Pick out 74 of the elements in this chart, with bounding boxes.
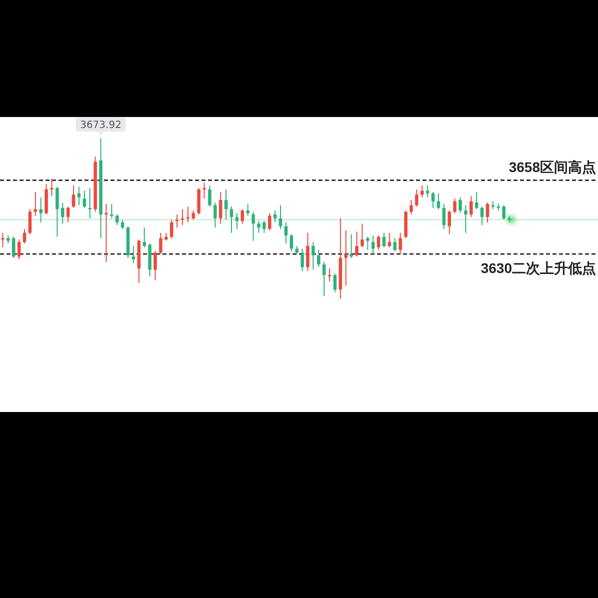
candlestick xyxy=(186,206,190,223)
candlestick xyxy=(202,182,206,200)
candlestick xyxy=(470,195,473,218)
candlestick xyxy=(458,196,462,214)
candlestick xyxy=(208,184,212,208)
candlestick xyxy=(306,232,310,272)
candlestick xyxy=(464,204,468,234)
candlestick xyxy=(420,184,424,198)
candlestick xyxy=(376,235,380,250)
candlestick xyxy=(355,231,358,258)
candlestick xyxy=(317,250,320,268)
candlestick xyxy=(175,214,179,228)
candlestick xyxy=(371,235,375,254)
annotation: 3673.92 xyxy=(80,120,122,131)
candlestick xyxy=(230,206,234,234)
candlestick xyxy=(415,188,418,208)
candlestick xyxy=(159,232,162,254)
candlestick xyxy=(278,204,282,230)
candlestick xyxy=(218,192,222,224)
candlestick xyxy=(56,186,59,238)
candlestick xyxy=(142,227,146,248)
candlestick xyxy=(246,203,250,216)
candlestick xyxy=(154,250,157,281)
candlestick xyxy=(322,261,326,297)
candlestick xyxy=(431,192,435,208)
candlestick xyxy=(366,236,370,250)
candlestick xyxy=(502,204,506,220)
candlestick xyxy=(50,178,54,196)
candlestick xyxy=(486,202,490,223)
candlestick xyxy=(300,248,304,272)
candlestick xyxy=(448,210,451,235)
candlestick xyxy=(268,212,272,231)
candlestick xyxy=(240,208,244,224)
candlestick xyxy=(61,202,64,224)
candlestick xyxy=(360,223,364,248)
ref-line-label: 3658区间高点 xyxy=(508,159,596,176)
candlestick xyxy=(344,230,348,286)
candlestick xyxy=(28,208,32,235)
candlestick xyxy=(252,211,255,242)
candlestick xyxy=(290,234,294,252)
candlestick xyxy=(453,198,456,214)
ref-line-label: 3630二次上升低点 xyxy=(480,260,596,276)
candlestick xyxy=(410,199,413,215)
candlestick xyxy=(426,184,430,198)
candlestick xyxy=(72,184,76,208)
candlestick xyxy=(214,202,217,228)
candlestick xyxy=(115,214,119,226)
candlestick xyxy=(235,212,239,230)
candlestick xyxy=(442,203,446,230)
candlestick xyxy=(398,232,402,254)
candlestick xyxy=(262,220,266,234)
candlestick xyxy=(44,184,48,215)
candlestick xyxy=(104,203,108,262)
candlestick xyxy=(12,236,16,258)
candlestick xyxy=(273,210,277,223)
candlestick xyxy=(77,186,81,206)
candlestick xyxy=(388,232,392,248)
candlestick xyxy=(333,273,337,293)
candlestick xyxy=(110,203,114,219)
candlestick xyxy=(1,232,4,248)
candlestick xyxy=(350,234,353,258)
candlestick xyxy=(257,220,260,234)
candlestick xyxy=(312,242,315,270)
candlestick xyxy=(34,192,38,216)
candlestick xyxy=(436,192,440,210)
candlestick xyxy=(474,192,478,210)
candlestick xyxy=(82,190,86,208)
candlestick xyxy=(393,238,397,252)
candlestick xyxy=(328,268,332,282)
candlestick xyxy=(197,188,200,215)
candlestick xyxy=(170,219,174,239)
candlestick xyxy=(192,210,195,220)
candlestick xyxy=(17,238,21,260)
candlestick xyxy=(39,196,42,223)
